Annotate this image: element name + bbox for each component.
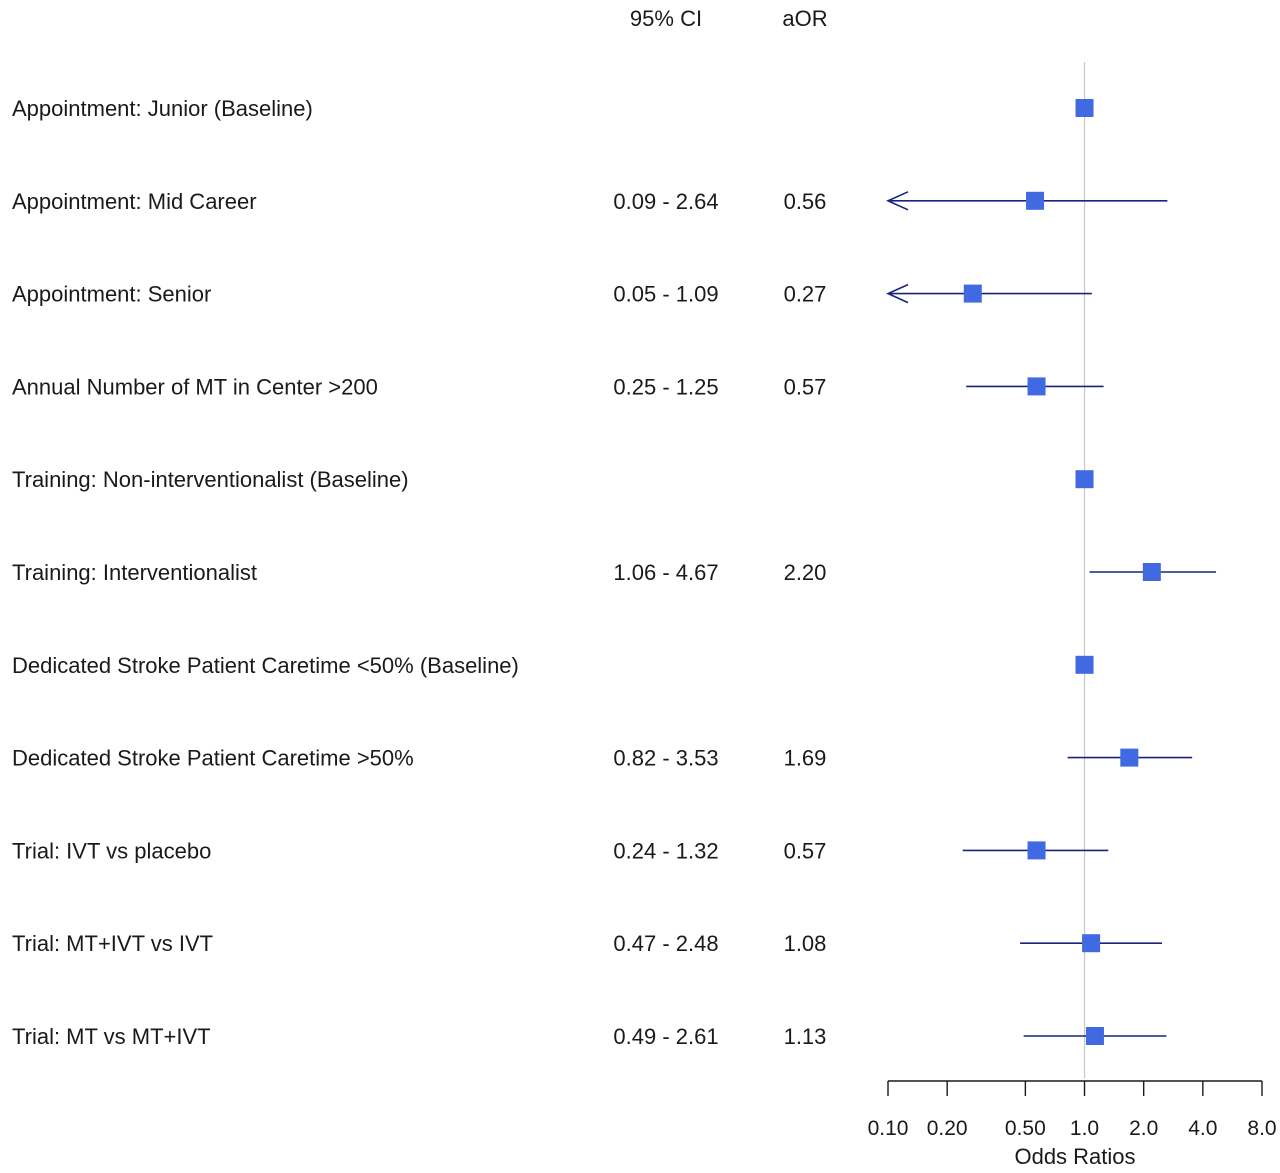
row-label: Training: Non-interventionalist (Baselin… bbox=[12, 467, 409, 492]
estimate-point bbox=[1082, 934, 1101, 953]
x-tick-label: 2.0 bbox=[1129, 1117, 1158, 1140]
estimate-point bbox=[1026, 191, 1045, 210]
estimate-point bbox=[1027, 841, 1046, 860]
x-tick-label: 0.50 bbox=[1005, 1117, 1046, 1140]
estimate-point bbox=[1075, 655, 1094, 674]
x-tick-label: 0.10 bbox=[868, 1117, 909, 1140]
estimate-point bbox=[963, 284, 982, 303]
forest-row: Training: Non-interventionalist (Baselin… bbox=[12, 467, 1094, 492]
estimate-point bbox=[1075, 470, 1094, 489]
forest-row: Appointment: Mid Career 0.09 - 2.64 0.56 bbox=[12, 189, 1168, 214]
row-label: Appointment: Junior (Baseline) bbox=[12, 96, 313, 121]
ci-value: 0.24 - 1.32 bbox=[613, 838, 718, 863]
ci-column-header: 95% CI bbox=[630, 6, 702, 31]
column-headers: 95% CI aOR bbox=[630, 6, 828, 31]
ci-value: 1.06 - 4.67 bbox=[613, 560, 718, 585]
estimate-point bbox=[1085, 1027, 1104, 1045]
aor-value: 1.69 bbox=[784, 746, 827, 771]
estimate-point bbox=[1027, 377, 1046, 396]
ci-clipped-arrow bbox=[886, 283, 909, 304]
estimate-point bbox=[1075, 99, 1094, 117]
x-tick-label: 1.0 bbox=[1070, 1117, 1099, 1140]
aor-column-header: aOR bbox=[782, 6, 827, 31]
forest-row: Dedicated Stroke Patient Caretime <50% (… bbox=[12, 653, 1094, 678]
aor-value: 1.08 bbox=[784, 931, 827, 956]
estimate-point bbox=[1142, 563, 1161, 581]
forest-row: Dedicated Stroke Patient Caretime >50% 0.… bbox=[12, 746, 1193, 771]
x-axis-label: Odds Ratios bbox=[1014, 1144, 1135, 1169]
ci-value: 0.49 - 2.61 bbox=[613, 1024, 718, 1049]
forest-row: Trial: MT vs MT+IVT 0.49 - 2.61 1.13 bbox=[12, 1024, 1167, 1049]
aor-value: 2.20 bbox=[784, 560, 827, 585]
x-tick-label: 8.0 bbox=[1247, 1117, 1276, 1140]
aor-value: 1.13 bbox=[784, 1024, 827, 1049]
row-label: Dedicated Stroke Patient Caretime <50% (… bbox=[12, 653, 519, 678]
x-tick-label: 4.0 bbox=[1188, 1117, 1217, 1140]
forest-rows: Appointment: Junior (Baseline) Appointmen… bbox=[12, 96, 1217, 1049]
forest-row: Annual Number of MT in Center >200 0.25 -… bbox=[12, 374, 1104, 399]
aor-value: 0.27 bbox=[784, 282, 827, 307]
row-label: Dedicated Stroke Patient Caretime >50% bbox=[12, 746, 414, 771]
row-label: Trial: IVT vs placebo bbox=[12, 838, 211, 863]
row-label: Annual Number of MT in Center >200 bbox=[12, 374, 378, 399]
forest-row: Training: Interventionalist 1.06 - 4.67 2.… bbox=[12, 560, 1217, 585]
ci-value: 0.05 - 1.09 bbox=[613, 282, 718, 307]
forest-row: Appointment: Junior (Baseline) bbox=[12, 96, 1094, 121]
row-label: Appointment: Senior bbox=[12, 282, 211, 307]
estimate-point bbox=[1120, 748, 1139, 767]
ci-value: 0.09 - 2.64 bbox=[613, 189, 718, 214]
row-label: Trial: MT vs MT+IVT bbox=[12, 1024, 211, 1049]
x-tick-label: 0.20 bbox=[927, 1117, 968, 1140]
row-label: Appointment: Mid Career bbox=[12, 189, 257, 214]
row-label: Training: Interventionalist bbox=[12, 560, 257, 585]
x-axis: 0.10 0.20 0.50 1.0 2.0 4.0 8.0 bbox=[868, 1080, 1277, 1140]
ci-value: 0.82 - 3.53 bbox=[613, 746, 718, 771]
forest-row: Trial: IVT vs placebo 0.24 - 1.32 0.57 bbox=[12, 838, 1109, 863]
aor-value: 0.57 bbox=[784, 838, 827, 863]
forest-row: Appointment: Senior 0.05 - 1.09 0.27 bbox=[12, 282, 1092, 307]
row-label: Trial: MT+IVT vs IVT bbox=[12, 931, 213, 956]
aor-value: 0.56 bbox=[784, 189, 827, 214]
ci-value: 0.47 - 2.48 bbox=[613, 931, 718, 956]
ci-value: 0.25 - 1.25 bbox=[613, 374, 718, 399]
ci-clipped-arrow bbox=[886, 191, 909, 211]
aor-value: 0.57 bbox=[784, 374, 827, 399]
forest-row: Trial: MT+IVT vs IVT 0.47 - 2.48 1.08 bbox=[12, 931, 1163, 956]
